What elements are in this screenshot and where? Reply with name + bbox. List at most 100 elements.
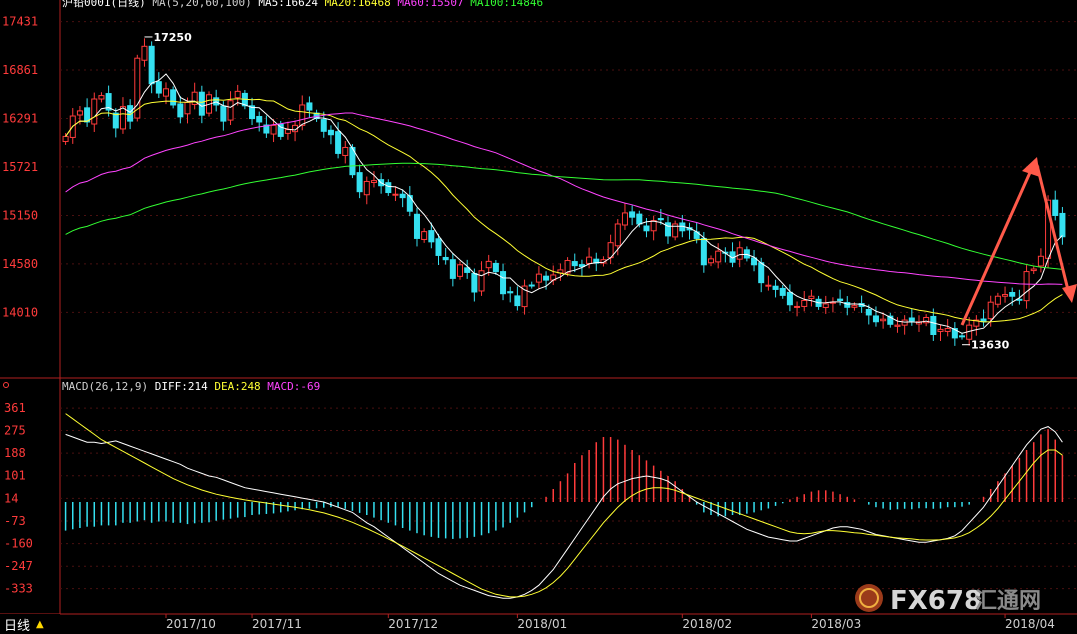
price-y-tick-label: 15721 xyxy=(2,160,38,174)
candle xyxy=(356,164,363,199)
period-selector[interactable]: 日线 ▲ xyxy=(0,614,60,634)
indicator-dot-icon xyxy=(3,382,9,388)
candle xyxy=(951,322,958,346)
macd-lines xyxy=(65,413,1063,599)
candle xyxy=(492,260,499,275)
candle xyxy=(844,296,851,316)
trend-arrows xyxy=(960,157,1077,326)
candle xyxy=(751,249,758,272)
candle xyxy=(392,186,399,202)
candle xyxy=(141,38,148,67)
candle xyxy=(191,82,198,110)
candle xyxy=(105,85,112,117)
high-annotation: 17250 xyxy=(144,31,192,44)
candle xyxy=(162,82,169,105)
candle xyxy=(621,203,628,230)
x-tick-label: 2017/10 xyxy=(166,617,216,631)
candle xyxy=(894,317,901,333)
candle xyxy=(528,281,535,289)
macd-y-tick-label: 101 xyxy=(4,469,26,483)
candle xyxy=(306,96,313,119)
candle xyxy=(198,85,205,124)
candle xyxy=(887,312,894,328)
candle xyxy=(535,266,542,289)
candle xyxy=(177,95,184,124)
candle xyxy=(794,301,801,317)
candle xyxy=(650,215,657,241)
candle xyxy=(801,290,808,312)
candle xyxy=(664,216,671,244)
candle xyxy=(227,91,234,126)
macd-y-tick-label: -333 xyxy=(4,582,33,596)
candle xyxy=(256,111,263,132)
candle xyxy=(170,86,177,109)
candle xyxy=(672,220,679,241)
candle xyxy=(155,72,162,98)
candle xyxy=(872,306,879,327)
candle xyxy=(457,261,464,280)
macd-y-tick-label: -160 xyxy=(4,537,33,551)
header-part: MA20:16468 xyxy=(318,0,391,9)
price-y-ticks: 17431 16861 16291 15721 15150 14580 14010 xyxy=(2,15,38,320)
low-annotation: 13630 xyxy=(962,339,1010,352)
header-part: DEA:248 xyxy=(208,380,261,393)
candle xyxy=(399,189,406,208)
candle xyxy=(134,54,141,122)
candle xyxy=(320,111,327,138)
candle xyxy=(521,279,528,315)
low-label: 13630 xyxy=(971,339,1010,352)
triangle-up-icon: ▲ xyxy=(36,618,44,630)
candle xyxy=(91,92,98,132)
candle xyxy=(600,256,607,267)
header-part: MA60:15507 xyxy=(391,0,464,9)
candle xyxy=(994,292,1001,308)
x-tick-label: 2017/11 xyxy=(252,617,302,631)
candle xyxy=(779,285,786,299)
candle xyxy=(464,259,471,279)
candle xyxy=(514,286,521,311)
period-label: 日线 xyxy=(4,618,31,634)
header-part: MACD:-69 xyxy=(261,380,321,393)
up-arrowhead-icon xyxy=(1022,157,1040,177)
x-tick-label: 2018/04 xyxy=(1005,617,1055,631)
candle xyxy=(923,314,930,327)
price-header: 沪铅0001(日线) MA(5,20,60,100) MA5:16624 MA2… xyxy=(62,0,543,9)
candle xyxy=(571,253,578,273)
watermark-logo-text: FX678 xyxy=(890,586,982,616)
macd-y-tick-label: -73 xyxy=(4,514,26,528)
candle xyxy=(1030,265,1037,274)
price-y-tick-label: 17431 xyxy=(2,15,38,29)
x-tick-label: 2018/02 xyxy=(682,617,732,631)
ma20-line xyxy=(65,98,1063,323)
candle xyxy=(643,218,650,238)
ma100-line xyxy=(65,162,1063,270)
macd-header: MACD(26,12,9) DIFF:214 DEA:248 MACD:-69 xyxy=(62,380,320,393)
price-y-tick-label: 14010 xyxy=(2,305,38,319)
candle xyxy=(342,141,349,164)
candle xyxy=(385,179,392,196)
x-tick-label: 2018/03 xyxy=(811,617,861,631)
macd-y-ticks: 361 275 188 101 14 -73 -160 -247 -333 xyxy=(4,401,33,595)
header-part: DIFF:214 xyxy=(148,380,208,393)
price-y-tick-label: 16291 xyxy=(2,111,38,125)
candle xyxy=(263,115,270,138)
candle xyxy=(865,304,872,325)
candle xyxy=(119,97,126,134)
candle xyxy=(335,122,342,159)
header-part: MACD(26,12,9) xyxy=(62,380,148,393)
candle xyxy=(880,312,887,329)
candle xyxy=(708,255,715,267)
candle xyxy=(765,275,772,291)
candle xyxy=(500,263,507,301)
header-part: 沪铅0001(日线) xyxy=(62,0,146,9)
up-arrow-line xyxy=(960,167,1034,326)
candle xyxy=(413,207,420,247)
x-ticks: 2017/10 2017/11 2017/12 2018/01 2018/02 2018/… xyxy=(165,614,1055,631)
x-tick-label: 2018/01 xyxy=(517,617,567,631)
ma-lines xyxy=(65,73,1063,334)
macd-y-tick-label: 361 xyxy=(4,401,26,415)
ma5-line xyxy=(65,73,1063,334)
dea-line xyxy=(65,413,1063,598)
candle xyxy=(1037,248,1044,273)
